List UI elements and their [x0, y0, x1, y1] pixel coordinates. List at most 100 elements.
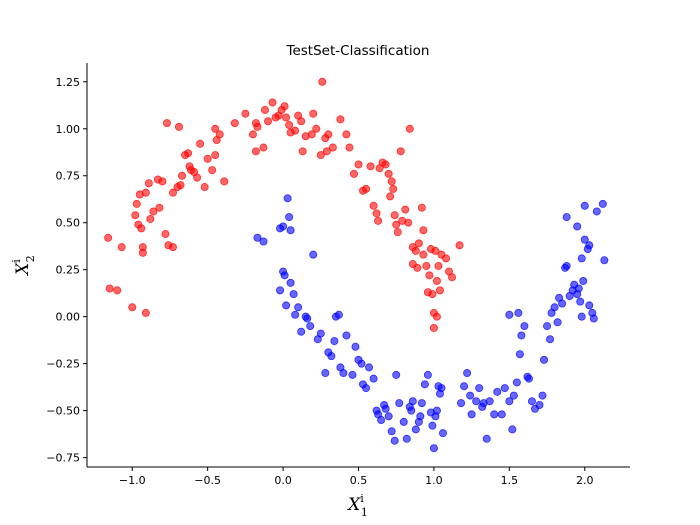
y-axis-label-sub: 2 — [24, 255, 37, 262]
data-point-series-0-39 — [211, 151, 220, 160]
data-point-series-0-63 — [297, 117, 306, 126]
data-point-series-1-106 — [562, 261, 571, 270]
data-point-series-1-73 — [467, 410, 476, 419]
data-point-series-0-50 — [259, 143, 268, 152]
data-point-series-0-82 — [366, 162, 375, 171]
data-point-series-0-20 — [161, 229, 170, 238]
data-point-series-0-125 — [432, 312, 441, 321]
data-point-series-0-84 — [372, 209, 381, 218]
data-point-series-1-104 — [558, 299, 567, 308]
data-point-series-0-74 — [328, 143, 337, 152]
data-point-series-1-56 — [416, 412, 425, 421]
data-point-series-0-70 — [318, 77, 327, 86]
data-point-series-1-122 — [580, 201, 589, 210]
data-point-series-1-92 — [524, 374, 533, 383]
data-point-series-0-113 — [428, 290, 437, 299]
data-point-series-1-31 — [348, 370, 357, 379]
data-point-series-1-69 — [457, 399, 466, 408]
data-point-series-1-25 — [330, 337, 339, 346]
data-point-series-1-58 — [420, 380, 429, 389]
data-point-series-0-68 — [312, 124, 321, 133]
data-point-series-0-53 — [268, 98, 277, 107]
data-point-series-0-41 — [211, 124, 220, 133]
data-point-series-1-0 — [253, 233, 262, 242]
data-point-series-0-69 — [316, 151, 325, 160]
y-tick-label-3: 0.00 — [56, 311, 81, 324]
data-point-series-1-72 — [466, 391, 475, 400]
data-point-series-1-46 — [390, 436, 399, 445]
data-point-series-0-66 — [307, 130, 316, 139]
data-point-series-0-91 — [387, 177, 396, 186]
data-point-series-0-109 — [422, 261, 431, 270]
data-point-series-1-89 — [517, 331, 526, 340]
data-point-series-1-3 — [279, 222, 288, 231]
data-point-series-1-67 — [437, 384, 446, 393]
data-point-series-0-81 — [362, 184, 371, 193]
data-point-series-1-64 — [432, 406, 441, 415]
data-point-series-1-117 — [585, 241, 594, 250]
data-point-series-1-75 — [475, 384, 484, 393]
data-point-series-1-9 — [280, 271, 289, 280]
data-point-series-0-4 — [128, 303, 137, 312]
data-point-series-1-11 — [286, 278, 295, 287]
data-point-series-0-11 — [138, 248, 147, 257]
data-point-series-1-41 — [377, 416, 386, 425]
x-axis-label: Xi 1 — [346, 492, 368, 519]
data-point-series-0-108 — [419, 250, 428, 259]
data-point-series-1-48 — [395, 399, 404, 408]
data-point-series-0-124 — [429, 323, 438, 332]
data-point-series-0-12 — [141, 308, 150, 317]
data-point-series-0-111 — [425, 271, 434, 280]
data-point-series-1-83 — [500, 384, 509, 393]
data-point-series-1-5 — [285, 213, 294, 222]
data-point-series-0-51 — [260, 105, 269, 114]
data-point-series-1-113 — [577, 254, 586, 263]
data-point-series-0-14 — [144, 179, 153, 188]
data-point-series-1-114 — [579, 276, 588, 285]
data-point-series-1-74 — [472, 397, 481, 406]
data-point-series-1-6 — [286, 226, 295, 235]
data-point-series-1-129 — [514, 308, 523, 317]
data-point-series-0-123 — [455, 241, 464, 250]
data-point-series-1-78 — [482, 434, 491, 443]
data-point-series-1-17 — [303, 314, 312, 323]
y-tick-label-6: 0.75 — [56, 170, 81, 183]
data-point-series-1-87 — [512, 378, 521, 387]
data-point-series-0-103 — [411, 246, 420, 255]
data-point-series-1-47 — [392, 370, 401, 379]
y-axis-label: Xi2 — [10, 255, 37, 277]
data-point-series-0-92 — [389, 184, 398, 193]
data-point-series-1-124 — [598, 199, 607, 208]
data-point-series-0-67 — [309, 109, 318, 118]
data-point-series-1-121 — [573, 222, 582, 231]
data-point-series-1-29 — [339, 369, 348, 378]
data-point-series-0-96 — [396, 147, 405, 156]
data-point-series-0-3 — [113, 286, 122, 295]
data-point-series-1-99 — [546, 335, 555, 344]
data-point-series-1-43 — [381, 404, 390, 413]
data-point-series-0-118 — [435, 286, 444, 295]
data-point-series-1-86 — [509, 391, 518, 400]
data-point-series-0-104 — [413, 263, 422, 272]
data-point-series-0-38 — [208, 166, 217, 175]
data-point-series-0-19 — [158, 177, 167, 186]
data-point-series-1-93 — [527, 397, 536, 406]
y-tick-label-8: 1.25 — [56, 76, 81, 89]
data-point-series-1-111 — [574, 284, 583, 293]
y-axis-label-base: X — [13, 262, 33, 277]
data-point-series-0-99 — [404, 218, 413, 227]
data-point-series-1-85 — [508, 425, 517, 434]
data-point-series-1-13 — [291, 310, 300, 319]
data-point-series-1-128 — [505, 310, 514, 319]
y-tick-label-0: −0.75 — [46, 452, 80, 465]
data-point-series-0-6 — [132, 199, 141, 208]
data-point-series-1-90 — [520, 322, 529, 331]
data-point-series-1-36 — [362, 384, 371, 393]
data-point-series-1-34 — [357, 359, 366, 368]
data-point-series-1-88 — [515, 350, 524, 359]
data-point-series-0-9 — [137, 224, 146, 233]
data-point-series-1-81 — [493, 387, 502, 396]
x-tick-label-5: 1.5 — [501, 474, 519, 487]
data-point-series-1-4 — [283, 194, 292, 203]
